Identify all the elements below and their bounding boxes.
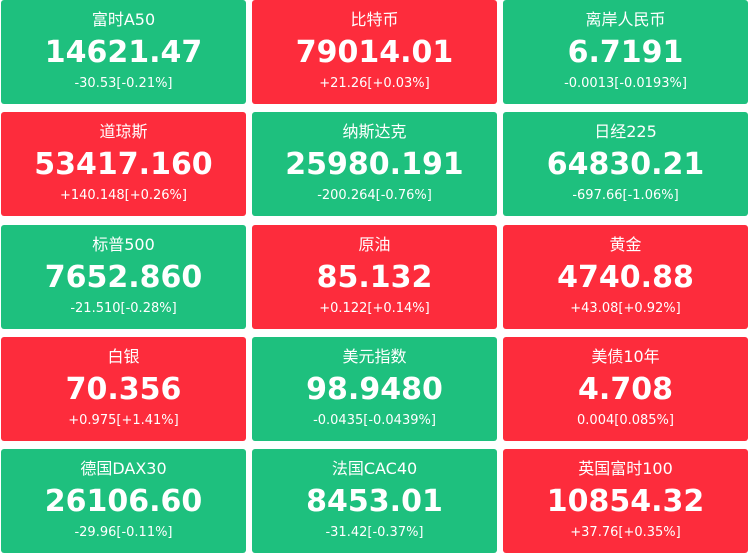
quote-name: 法国CAC40 [331, 459, 418, 479]
quote-tile[interactable]: 法国CAC40 8453.01 -31.42[-0.37%] [252, 449, 497, 554]
quote-tile[interactable]: 离岸人民币 6.7191 -0.0013[-0.0193%] [503, 0, 748, 104]
quote-change: -0.0013[-0.0193%] [564, 76, 687, 91]
quote-name: 道琼斯 [99, 122, 148, 142]
quote-price: 6.7191 [567, 35, 684, 70]
quote-name: 纳斯达克 [342, 122, 407, 142]
quote-tile[interactable]: 白银 70.356 +0.975[+1.41%] [1, 336, 246, 441]
quote-price: 26106.60 [44, 484, 203, 520]
quote-name: 标普500 [92, 234, 155, 254]
quote-change: -21.510[-0.28%] [70, 300, 177, 316]
quote-price: 53417.160 [34, 147, 213, 183]
quote-tile[interactable]: 美元指数 98.9480 -0.0435[-0.0439%] [252, 336, 497, 441]
quote-price: 4740.88 [557, 259, 694, 295]
quote-change: -200.264[-0.76%] [317, 188, 432, 204]
quote-tile[interactable]: 富时A50 14621.47 -30.53[-0.21%] [1, 0, 246, 104]
quote-tile[interactable]: 标普500 7652.860 -21.510[-0.28%] [1, 224, 246, 329]
quote-tile[interactable]: 英国富时100 10854.32 +37.76[+0.35%] [503, 449, 748, 554]
quote-tile[interactable]: 比特币 79014.01 +21.26[+0.03%] [252, 0, 497, 104]
quote-price: 4.708 [578, 371, 673, 407]
quote-change: +0.122[+0.14%] [319, 300, 430, 316]
quote-change: -29.96[-0.11%] [74, 525, 173, 541]
quote-name: 原油 [358, 234, 391, 254]
quote-change: +0.975[+1.41%] [68, 412, 179, 428]
quote-name: 日经225 [594, 122, 657, 142]
quote-name: 比特币 [350, 10, 399, 29]
quote-price: 25980.191 [285, 147, 464, 183]
quote-tile[interactable]: 日经225 64830.21 -697.66[-1.06%] [503, 112, 748, 217]
quote-name: 美元指数 [342, 346, 407, 366]
quote-change: +140.148[+0.26%] [60, 188, 187, 204]
quote-name: 英国富时100 [578, 459, 673, 479]
quote-change: -31.42[-0.37%] [325, 525, 424, 541]
quote-price: 70.356 [65, 371, 182, 407]
quote-tile[interactable]: 德国DAX30 26106.60 -29.96[-0.11%] [1, 449, 246, 554]
quote-change: -30.53[-0.21%] [74, 76, 173, 91]
quote-tile[interactable]: 道琼斯 53417.160 +140.148[+0.26%] [1, 112, 246, 217]
quote-change: +21.26[+0.03%] [319, 76, 430, 91]
quote-name: 德国DAX30 [80, 459, 167, 479]
quote-name: 富时A50 [91, 10, 156, 29]
quote-change: -697.66[-1.06%] [572, 188, 679, 204]
quote-price: 10854.32 [546, 484, 705, 520]
quote-name: 白银 [107, 346, 140, 366]
quote-price: 8453.01 [306, 484, 443, 520]
quote-change: 0.004[0.085%] [577, 412, 674, 428]
quote-price: 14621.47 [44, 35, 203, 70]
quote-price: 98.9480 [306, 371, 443, 407]
quote-name: 黄金 [609, 234, 642, 254]
quote-price: 7652.860 [44, 259, 203, 295]
quote-name: 美债10年 [591, 346, 660, 366]
quote-price: 85.132 [316, 259, 433, 295]
quote-change: -0.0435[-0.0439%] [313, 412, 436, 428]
quote-tile[interactable]: 纳斯达克 25980.191 -200.264[-0.76%] [252, 112, 497, 217]
quote-change: +43.08[+0.92%] [570, 300, 681, 316]
quote-price: 64830.21 [546, 147, 705, 183]
quote-change: +37.76[+0.35%] [570, 525, 681, 541]
quote-tile[interactable]: 黄金 4740.88 +43.08[+0.92%] [503, 224, 748, 329]
quote-tile[interactable]: 原油 85.132 +0.122[+0.14%] [252, 224, 497, 329]
quote-price: 79014.01 [295, 35, 454, 70]
quote-tile[interactable]: 美债10年 4.708 0.004[0.085%] [503, 336, 748, 441]
quote-name: 离岸人民币 [585, 10, 666, 29]
